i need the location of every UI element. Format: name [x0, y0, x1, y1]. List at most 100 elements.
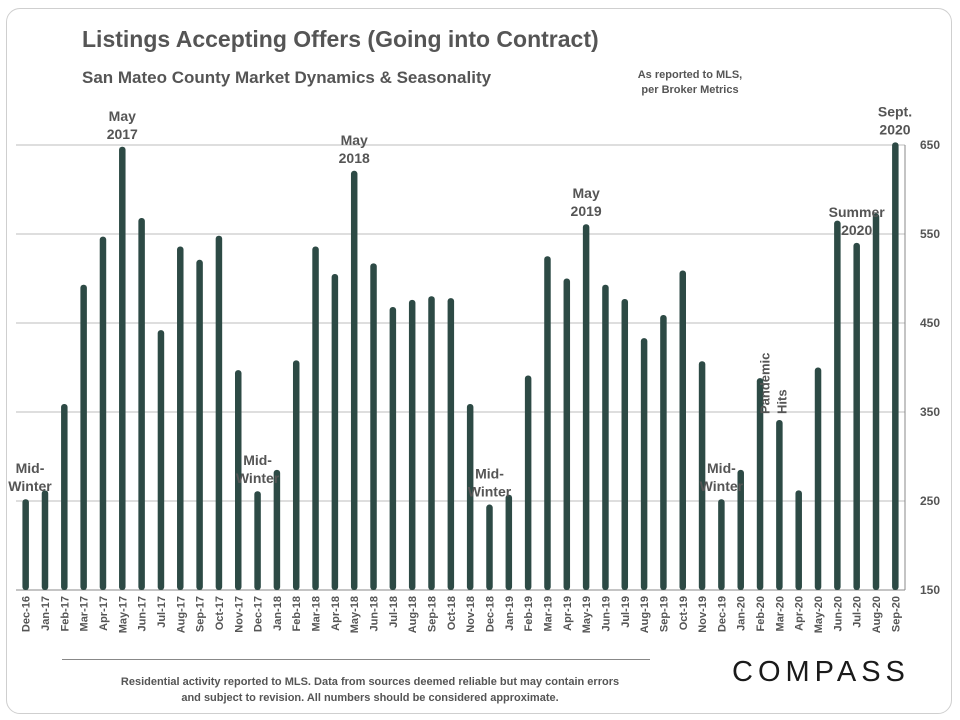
x-tick-label: Jun-17	[137, 596, 149, 631]
x-tick-label: Jul-17	[156, 596, 168, 628]
bar	[22, 499, 29, 590]
bar	[119, 146, 126, 590]
annotation-label: Mid-	[243, 452, 272, 468]
bar	[544, 256, 551, 590]
bar	[80, 284, 87, 590]
bar	[235, 370, 242, 590]
footnote-line1: Residential activity reported to MLS. Da…	[120, 676, 620, 688]
x-tick-label: Feb-20	[755, 596, 767, 631]
footnote-divider	[62, 659, 650, 660]
x-tick-label: Jun-19	[600, 596, 612, 631]
bar	[679, 270, 686, 590]
x-tick-label: Nov-18	[465, 596, 477, 633]
bar	[41, 490, 49, 590]
x-tick-label: Apr-17	[98, 596, 110, 631]
x-tick-label: Oct-17	[214, 596, 226, 630]
annotation-label: Winter	[468, 484, 512, 500]
bar	[99, 236, 107, 591]
x-tick-label: Nov-17	[233, 596, 245, 633]
source-note-line2: per Broker Metrics	[641, 84, 739, 96]
x-tick-label: Aug-20	[871, 596, 883, 633]
x-tick-label: Jan-19	[504, 596, 516, 631]
footnote-line2: and subject to revision. All numbers sho…	[181, 692, 559, 704]
annotation-label: Pandemic Hits	[757, 353, 789, 414]
annotation-label: 2017	[107, 126, 138, 142]
bar	[756, 378, 764, 590]
bar	[872, 213, 880, 590]
bar	[737, 469, 744, 590]
y-tick-label: 150	[920, 583, 940, 597]
bar	[254, 491, 261, 590]
x-tick-label: Dec-16	[21, 596, 33, 632]
bar	[61, 403, 68, 590]
y-tick-label: 450	[920, 316, 940, 330]
x-tick-label: Jan-18	[272, 596, 284, 631]
bar	[853, 242, 860, 590]
x-tick-label: Dec-19	[716, 596, 728, 632]
y-tick-label: 250	[920, 494, 940, 508]
x-tick-label: Dec-17	[253, 596, 265, 632]
chart-subtitle: San Mateo County Market Dynamics & Seaso…	[82, 68, 492, 87]
x-tick-label: Feb-18	[291, 596, 303, 631]
bar	[428, 296, 435, 590]
y-tick-label: 350	[920, 405, 940, 419]
annotation-label: 2019	[571, 203, 602, 219]
annotation-label: Winter	[236, 470, 280, 486]
annotation-label: Mid-	[475, 466, 504, 482]
bar	[776, 420, 783, 590]
bar	[892, 142, 899, 590]
bar	[215, 235, 223, 590]
annotation-label: 2018	[339, 150, 370, 166]
footnote: Residential activity reported to MLS. Da…	[60, 674, 680, 706]
x-tick-label: Aug-17	[175, 596, 187, 633]
bar	[795, 490, 802, 590]
bar	[196, 259, 203, 590]
bar	[582, 224, 590, 590]
x-tick-label: Sep-17	[195, 596, 207, 632]
compass-logo: COMPASS	[732, 656, 910, 688]
x-tick-label: Apr-19	[562, 596, 574, 631]
source-note-line1: As reported to MLS,	[637, 69, 743, 81]
x-tick-label: Sep-19	[658, 596, 670, 632]
bar	[447, 298, 455, 590]
annotation-line: Hits	[774, 389, 789, 414]
bar	[718, 499, 725, 590]
x-tick-label: May-20	[813, 596, 825, 633]
x-tick-label: Jul-20	[852, 596, 864, 628]
bar	[138, 217, 145, 591]
bar	[660, 314, 667, 590]
x-tick-label: Aug-18	[407, 596, 419, 633]
annotation-label: Mid-	[707, 460, 736, 476]
chart-title: Listings Accepting Offers (Going into Co…	[82, 26, 599, 52]
x-tick-label: Jul-19	[620, 596, 632, 628]
bar	[350, 170, 358, 590]
x-tick-label: Feb-17	[59, 596, 71, 631]
bar	[505, 494, 513, 590]
annotation-label: 2020	[841, 222, 872, 238]
x-tick-label: Sep-18	[427, 596, 439, 632]
annotation-label: Mid-	[16, 460, 45, 476]
bar	[408, 299, 416, 590]
annotation-label: May	[109, 108, 136, 124]
bar	[292, 360, 300, 590]
x-tick-label: Jun-20	[832, 596, 844, 631]
x-tick-label: Mar-18	[311, 596, 323, 631]
annotation-line: Pandemic	[757, 353, 772, 414]
x-tick-label: Jan-20	[736, 596, 748, 631]
bar	[177, 246, 184, 590]
bar	[312, 246, 319, 590]
x-tick-label: Jan-17	[40, 596, 52, 631]
x-tick-label: Apr-18	[330, 596, 342, 631]
bar	[602, 284, 609, 590]
y-tick-label: 550	[920, 227, 940, 241]
bar	[524, 375, 532, 590]
bar	[331, 274, 339, 590]
bar	[273, 469, 281, 590]
bar	[640, 338, 648, 590]
x-tick-label: Feb-19	[523, 596, 535, 631]
x-tick-label: Oct-19	[678, 596, 690, 630]
x-tick-label: May-19	[581, 596, 593, 633]
bar	[389, 306, 397, 590]
x-tick-label: Jul-18	[388, 596, 400, 628]
x-tick-label: Mar-17	[79, 596, 91, 631]
